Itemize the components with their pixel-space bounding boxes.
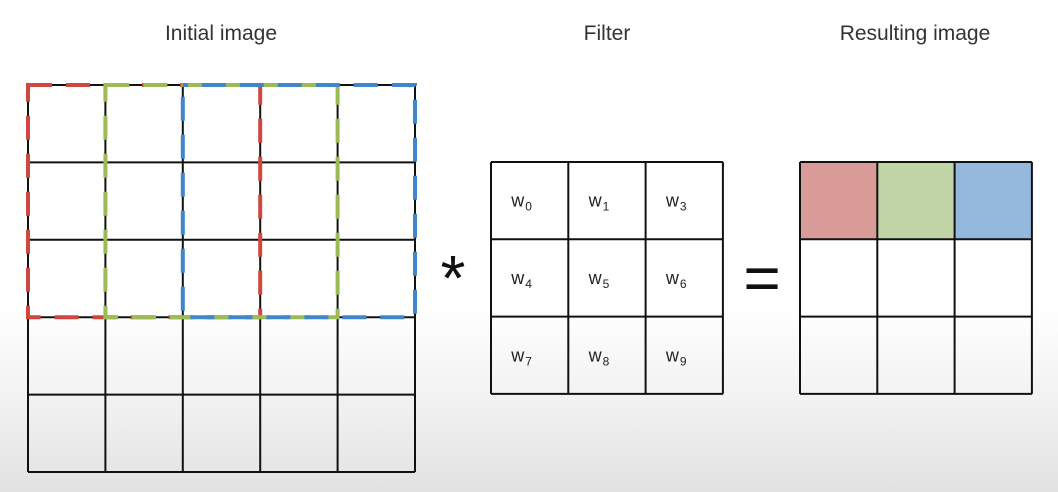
blue-window-outline xyxy=(180,83,417,320)
filter-weight-label: w6 xyxy=(665,268,687,291)
weight-base-text: w xyxy=(510,268,525,288)
equals-operator: = xyxy=(743,242,780,314)
filter-title: Filter xyxy=(584,22,631,45)
filter-weight-label: w7 xyxy=(510,345,532,368)
filter-weight-label: w5 xyxy=(588,268,610,291)
weight-subscript-text: 4 xyxy=(525,277,532,291)
filter-window-outlines xyxy=(26,83,417,320)
result-cell-green xyxy=(877,162,955,240)
result-cell-blue xyxy=(954,162,1032,240)
red-window-outline xyxy=(26,83,263,320)
weight-base-text: w xyxy=(588,268,603,288)
weight-base-text: w xyxy=(665,191,680,211)
initial-image-title: Initial image xyxy=(165,22,277,45)
weight-base-text: w xyxy=(665,268,680,288)
weight-subscript-text: 3 xyxy=(680,200,687,214)
filter-weight-label: w9 xyxy=(665,345,687,368)
result-cell-red xyxy=(800,162,878,240)
weight-base-text: w xyxy=(665,345,680,365)
filter-weight-label: w3 xyxy=(665,191,687,214)
weight-subscript-text: 7 xyxy=(525,354,532,368)
weight-base-text: w xyxy=(588,345,603,365)
weight-subscript-text: 0 xyxy=(525,200,532,214)
weight-base-text: w xyxy=(510,191,525,211)
weight-subscript-text: 5 xyxy=(603,277,610,291)
weight-subscript-text: 6 xyxy=(680,277,687,291)
filter-weight-label: w1 xyxy=(588,191,610,214)
resulting-image-title: Resulting image xyxy=(840,22,991,45)
filter-weight-label: w4 xyxy=(510,268,532,291)
result-highlight-cells xyxy=(800,162,1032,240)
resulting-image-grid xyxy=(799,161,1033,395)
green-window-outline xyxy=(103,83,340,320)
filter-weight-label: w8 xyxy=(588,345,610,368)
initial-image-grid xyxy=(27,84,416,473)
filter-weight-label: w0 xyxy=(510,191,532,214)
convolution-operator: * xyxy=(441,242,466,314)
weight-subscript-text: 1 xyxy=(603,200,610,214)
weight-base-text: w xyxy=(588,191,603,211)
weight-base-text: w xyxy=(510,345,525,365)
weight-subscript-text: 9 xyxy=(680,354,687,368)
weight-subscript-text: 8 xyxy=(603,354,610,368)
filter-grid xyxy=(490,161,724,395)
